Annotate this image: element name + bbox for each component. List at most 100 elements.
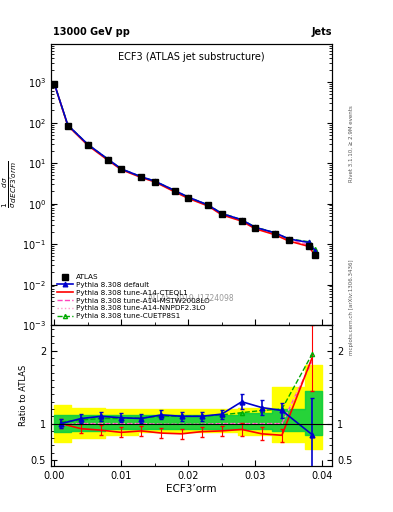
Pythia 8.308 tune-A14-CTEQL1 (106, 157, 110, 163)
Pythia 8.308 tune-CUETP8S1 (239, 217, 244, 223)
Pythia 8.308 tune-A14-NNPDF2.3LO (173, 188, 177, 195)
Pythia 8.308 tune-A14-MSTW2008LO (139, 174, 144, 180)
Line: Pythia 8.308 tune-A14-NNPDF2.3LO: Pythia 8.308 tune-A14-NNPDF2.3LO (55, 84, 315, 253)
Pythia 8.308 default (239, 217, 244, 223)
Pythia 8.308 tune-A14-MSTW2008LO (152, 179, 157, 185)
Pythia 8.308 tune-A14-CTEQL1 (219, 212, 224, 218)
Pythia 8.308 tune-A14-MSTW2008LO (66, 122, 70, 129)
Pythia 8.308 tune-A14-CTEQL1 (152, 179, 157, 185)
Pythia 8.308 tune-CUETP8S1 (139, 174, 144, 180)
Pythia 8.308 default (86, 141, 90, 147)
Pythia 8.308 tune-A14-NNPDF2.3LO (152, 179, 157, 185)
Pythia 8.308 tune-A14-NNPDF2.3LO (206, 202, 211, 208)
Pythia 8.308 tune-A14-MSTW2008LO (186, 195, 191, 201)
Pythia 8.308 tune-CUETP8S1 (119, 166, 124, 172)
Legend: ATLAS, Pythia 8.308 default, Pythia 8.308 tune-A14-CTEQL1, Pythia 8.308 tune-A14: ATLAS, Pythia 8.308 default, Pythia 8.30… (55, 272, 211, 322)
Pythia 8.308 tune-A14-NNPDF2.3LO (139, 174, 144, 180)
Text: 13000 GeV pp: 13000 GeV pp (53, 27, 130, 37)
ATLAS (206, 202, 211, 208)
Pythia 8.308 tune-A14-CTEQL1 (253, 226, 257, 232)
Pythia 8.308 tune-A14-MSTW2008LO (119, 166, 124, 173)
Pythia 8.308 tune-A14-NNPDF2.3LO (239, 218, 244, 224)
Pythia 8.308 tune-A14-MSTW2008LO (106, 157, 110, 163)
Text: Rivet 3.1.10, ≥ 2.9M events: Rivet 3.1.10, ≥ 2.9M events (349, 105, 354, 182)
Y-axis label: Ratio to ATLAS: Ratio to ATLAS (19, 365, 28, 426)
Pythia 8.308 tune-CUETP8S1 (206, 202, 211, 208)
Pythia 8.308 tune-A14-MSTW2008LO (173, 188, 177, 195)
Pythia 8.308 default (106, 156, 110, 162)
ATLAS (66, 122, 70, 129)
Line: ATLAS: ATLAS (51, 81, 318, 258)
Pythia 8.308 tune-A14-CTEQL1 (139, 175, 144, 181)
ATLAS (273, 231, 277, 237)
Pythia 8.308 tune-CUETP8S1 (273, 230, 277, 236)
Pythia 8.308 default (286, 236, 291, 242)
Pythia 8.308 tune-A14-CTEQL1 (239, 218, 244, 224)
Pythia 8.308 default (313, 248, 318, 254)
Line: Pythia 8.308 tune-A14-CTEQL1: Pythia 8.308 tune-A14-CTEQL1 (55, 84, 315, 255)
Pythia 8.308 tune-A14-MSTW2008LO (306, 242, 311, 248)
Line: Pythia 8.308 tune-A14-MSTW2008LO: Pythia 8.308 tune-A14-MSTW2008LO (55, 84, 315, 254)
ATLAS (253, 225, 257, 231)
Pythia 8.308 tune-CUETP8S1 (106, 156, 110, 162)
Pythia 8.308 tune-CUETP8S1 (52, 81, 57, 87)
Pythia 8.308 tune-A14-CTEQL1 (313, 252, 318, 259)
Pythia 8.308 tune-A14-MSTW2008LO (206, 202, 211, 208)
Pythia 8.308 default (206, 202, 211, 208)
Pythia 8.308 tune-A14-CTEQL1 (173, 189, 177, 195)
Pythia 8.308 default (253, 224, 257, 230)
Pythia 8.308 tune-CUETP8S1 (186, 194, 191, 200)
Pythia 8.308 tune-A14-NNPDF2.3LO (253, 225, 257, 231)
Pythia 8.308 tune-A14-MSTW2008LO (286, 237, 291, 243)
ATLAS (106, 157, 110, 163)
ATLAS (119, 166, 124, 173)
Text: ATLAS_2019_I1724098: ATLAS_2019_I1724098 (148, 293, 235, 303)
Pythia 8.308 tune-CUETP8S1 (286, 236, 291, 242)
Pythia 8.308 tune-A14-NNPDF2.3LO (219, 211, 224, 217)
ATLAS (306, 243, 311, 249)
Pythia 8.308 tune-A14-MSTW2008LO (219, 211, 224, 217)
Pythia 8.308 tune-A14-CTEQL1 (186, 195, 191, 201)
Pythia 8.308 tune-A14-NNPDF2.3LO (273, 231, 277, 237)
ATLAS (286, 237, 291, 243)
Pythia 8.308 tune-A14-NNPDF2.3LO (86, 142, 90, 148)
Pythia 8.308 tune-A14-NNPDF2.3LO (186, 195, 191, 201)
Pythia 8.308 tune-A14-CTEQL1 (286, 238, 291, 244)
Pythia 8.308 default (173, 187, 177, 194)
Pythia 8.308 tune-CUETP8S1 (66, 122, 70, 128)
ATLAS (239, 218, 244, 224)
Pythia 8.308 tune-CUETP8S1 (313, 246, 318, 252)
Pythia 8.308 tune-CUETP8S1 (306, 239, 311, 245)
Pythia 8.308 tune-CUETP8S1 (152, 178, 157, 184)
Pythia 8.308 tune-A14-MSTW2008LO (86, 142, 90, 148)
Pythia 8.308 tune-CUETP8S1 (253, 224, 257, 230)
ATLAS (219, 211, 224, 217)
Pythia 8.308 tune-A14-NNPDF2.3LO (306, 242, 311, 248)
Pythia 8.308 default (152, 178, 157, 184)
Text: ECF3 (ATLAS jet substructure): ECF3 (ATLAS jet substructure) (118, 52, 265, 62)
ATLAS (52, 81, 57, 87)
Pythia 8.308 default (119, 166, 124, 172)
Pythia 8.308 tune-A14-CTEQL1 (273, 232, 277, 238)
Pythia 8.308 default (273, 230, 277, 236)
Pythia 8.308 default (306, 240, 311, 246)
ATLAS (86, 142, 90, 148)
Pythia 8.308 tune-A14-CTEQL1 (306, 243, 311, 249)
Pythia 8.308 tune-A14-NNPDF2.3LO (52, 81, 57, 87)
ATLAS (313, 251, 318, 258)
Pythia 8.308 default (66, 122, 70, 128)
ATLAS (173, 188, 177, 195)
Pythia 8.308 tune-CUETP8S1 (173, 187, 177, 194)
Pythia 8.308 default (219, 210, 224, 217)
Text: Jets: Jets (312, 27, 332, 37)
Pythia 8.308 default (139, 174, 144, 180)
Line: Pythia 8.308 default: Pythia 8.308 default (52, 81, 318, 253)
Pythia 8.308 tune-A14-CTEQL1 (52, 81, 57, 87)
Pythia 8.308 tune-A14-MSTW2008LO (313, 251, 318, 257)
Pythia 8.308 tune-A14-MSTW2008LO (273, 231, 277, 237)
Pythia 8.308 tune-A14-MSTW2008LO (239, 218, 244, 224)
Pythia 8.308 tune-CUETP8S1 (219, 210, 224, 216)
Pythia 8.308 default (186, 194, 191, 200)
ATLAS (139, 174, 144, 180)
Pythia 8.308 tune-CUETP8S1 (86, 141, 90, 147)
